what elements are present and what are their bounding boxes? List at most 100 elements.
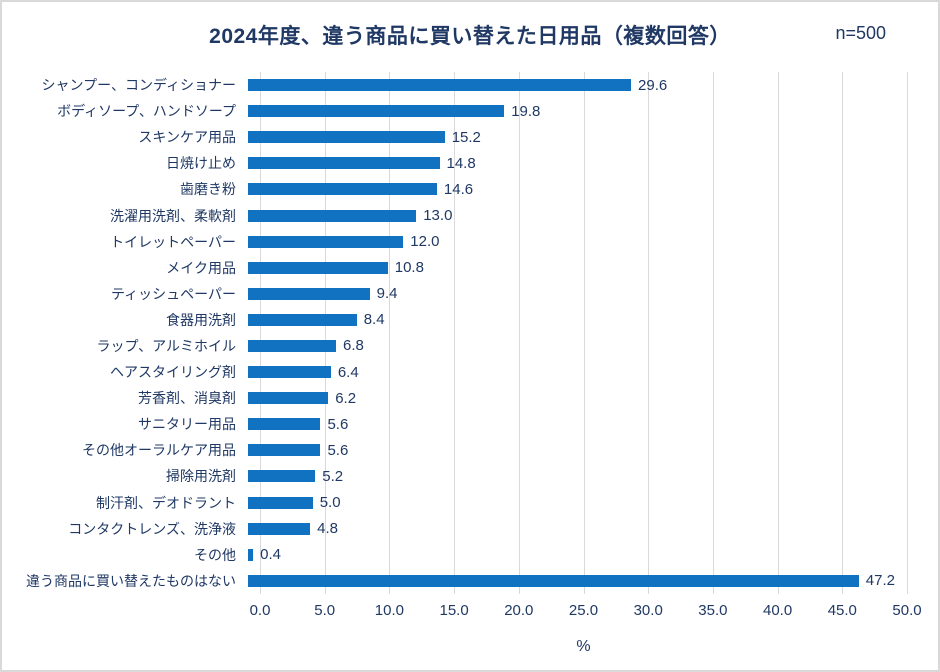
value-label: 5.6 bbox=[327, 415, 349, 433]
bar bbox=[248, 366, 331, 379]
x-tick-label: 40.0 bbox=[762, 602, 793, 619]
bar-row: メイク用品 10.8 bbox=[2, 255, 938, 281]
gridline-25 bbox=[583, 72, 585, 594]
category-label: コンタクトレンズ、洗浄液 bbox=[68, 520, 236, 537]
value-label: 4.8 bbox=[317, 520, 338, 538]
gridline-35 bbox=[712, 72, 714, 594]
value-label: 10.8 bbox=[394, 259, 424, 277]
gridline-50 bbox=[907, 72, 908, 594]
bar bbox=[248, 392, 329, 405]
gridline-20 bbox=[518, 72, 520, 594]
gridlines bbox=[260, 72, 908, 594]
bar-track: 5.6 bbox=[248, 411, 895, 437]
value-label: 19.8 bbox=[511, 102, 541, 120]
value-label: 15.2 bbox=[451, 128, 481, 146]
bar-row: ボディソープ、ハンドソープ 19.8 bbox=[2, 98, 938, 124]
category-label: 洗濯用洗剤、柔軟剤 bbox=[110, 207, 236, 224]
bar-row: スキンケア用品 15.2 bbox=[2, 124, 938, 150]
bar-rows: シャンプー、コンディショナー 29.6 ボディソープ、ハンドソープ 19.8 スキンケア… bbox=[2, 72, 938, 594]
bar-track: 29.6 bbox=[248, 72, 895, 98]
bar bbox=[248, 470, 316, 483]
category-label: ボディソープ、ハンドソープ bbox=[57, 103, 236, 120]
category-label: 日焼け止め bbox=[166, 155, 236, 172]
gridline-40 bbox=[777, 72, 779, 594]
bar-track: 13.0 bbox=[248, 202, 895, 228]
bar-track: 4.8 bbox=[248, 516, 895, 542]
bar-row: ティッシュペーパー 9.4 bbox=[2, 281, 938, 307]
bar-track: 14.6 bbox=[248, 176, 895, 202]
value-label: 5.2 bbox=[322, 467, 344, 485]
bar-row: トイレットペーパー 12.0 bbox=[2, 229, 938, 255]
bar bbox=[248, 183, 437, 196]
x-tick-label: 35.0 bbox=[698, 602, 728, 619]
category-label: 掃除用洗剤 bbox=[166, 468, 236, 485]
bar bbox=[248, 105, 505, 118]
value-label: 5.0 bbox=[319, 494, 341, 512]
category-label: サニタリー用品 bbox=[138, 416, 236, 433]
x-tick-label: 25.0 bbox=[568, 602, 599, 619]
bar-row: コンタクトレンズ、洗浄液 4.8 bbox=[2, 516, 938, 542]
bar bbox=[248, 157, 440, 170]
chart-header: 2024年度、違う商品に買い替えた日用品（複数回答） bbox=[2, 20, 938, 50]
x-tick-label: 10.0 bbox=[374, 602, 404, 619]
bar-track: 6.2 bbox=[248, 385, 895, 411]
bar-row: 違う商品に買い替えたものはない 47.2 bbox=[2, 568, 938, 594]
category-label: トイレットペーパー bbox=[110, 233, 236, 250]
category-label: その他 bbox=[194, 546, 236, 563]
value-label: 6.8 bbox=[342, 337, 364, 355]
bar-row: 食器用洗剤 8.4 bbox=[2, 307, 938, 333]
x-axis-title: % bbox=[576, 638, 591, 655]
bar bbox=[248, 131, 445, 144]
gridline-15 bbox=[454, 72, 456, 594]
value-label: 14.8 bbox=[446, 154, 476, 172]
bar bbox=[248, 418, 321, 431]
bar-track: 10.8 bbox=[248, 255, 895, 281]
bar bbox=[248, 339, 336, 352]
value-label: 6.2 bbox=[335, 389, 357, 407]
bar-track: 5.6 bbox=[248, 437, 895, 463]
bar bbox=[248, 235, 404, 248]
sample-size-label: n=500 bbox=[835, 23, 886, 43]
bar-row: シャンプー、コンディショナー 29.6 bbox=[2, 72, 938, 98]
value-label: 29.6 bbox=[638, 76, 668, 94]
category-label: シャンプー、コンディショナー bbox=[41, 77, 236, 94]
value-label: 5.6 bbox=[327, 441, 349, 459]
value-label: 8.4 bbox=[363, 311, 385, 329]
category-label: ヘアスタイリング剤 bbox=[110, 364, 236, 381]
gridline-30 bbox=[648, 72, 650, 594]
bar bbox=[248, 522, 311, 535]
x-tick-label: 20.0 bbox=[504, 602, 534, 619]
x-tick-label: 15.0 bbox=[439, 602, 469, 619]
category-label: 違う商品に買い替えたものはない bbox=[26, 572, 236, 589]
bar-track: 12.0 bbox=[248, 229, 895, 255]
x-tick-label: 5.0 bbox=[314, 602, 336, 619]
bar-row: その他 0.4 bbox=[2, 542, 938, 568]
gridline-45 bbox=[842, 72, 844, 594]
bar-row: サニタリー用品 5.6 bbox=[2, 411, 938, 437]
gridline-10 bbox=[389, 72, 391, 594]
bar bbox=[248, 496, 313, 509]
value-label: 13.0 bbox=[423, 207, 453, 225]
bar-track: 5.0 bbox=[248, 490, 895, 516]
value-label: 6.4 bbox=[337, 363, 359, 381]
bar-row: 日焼け止め 14.8 bbox=[2, 150, 938, 176]
bar bbox=[248, 444, 321, 457]
bar bbox=[248, 209, 417, 222]
category-label: 食器用洗剤 bbox=[166, 311, 236, 328]
bar bbox=[248, 79, 632, 92]
bar bbox=[248, 574, 859, 587]
value-label: 0.4 bbox=[260, 546, 282, 564]
bar-track: 6.8 bbox=[248, 333, 895, 359]
bar-row: 芳香剤、消臭剤 6.2 bbox=[2, 385, 938, 411]
bar-row: 洗濯用洗剤、柔軟剤 13.0 bbox=[2, 202, 938, 228]
gridline-0 bbox=[260, 72, 261, 594]
plot-area: シャンプー、コンディショナー 29.6 ボディソープ、ハンドソープ 19.8 スキンケア… bbox=[2, 72, 938, 594]
bar bbox=[248, 261, 388, 274]
bar bbox=[248, 313, 357, 326]
x-axis: 0.0 5.0 10.0 15.0 20.0 25.0 30.0 35.0 40.0 45.0 50… bbox=[250, 602, 922, 622]
chart-title: 2024年度、違う商品に買い替えた日用品（複数回答） bbox=[209, 25, 731, 48]
bar-track: 9.4 bbox=[248, 281, 895, 307]
bar-row: 制汗剤、デオドラント 5.0 bbox=[2, 490, 938, 516]
value-label: 12.0 bbox=[410, 233, 440, 251]
